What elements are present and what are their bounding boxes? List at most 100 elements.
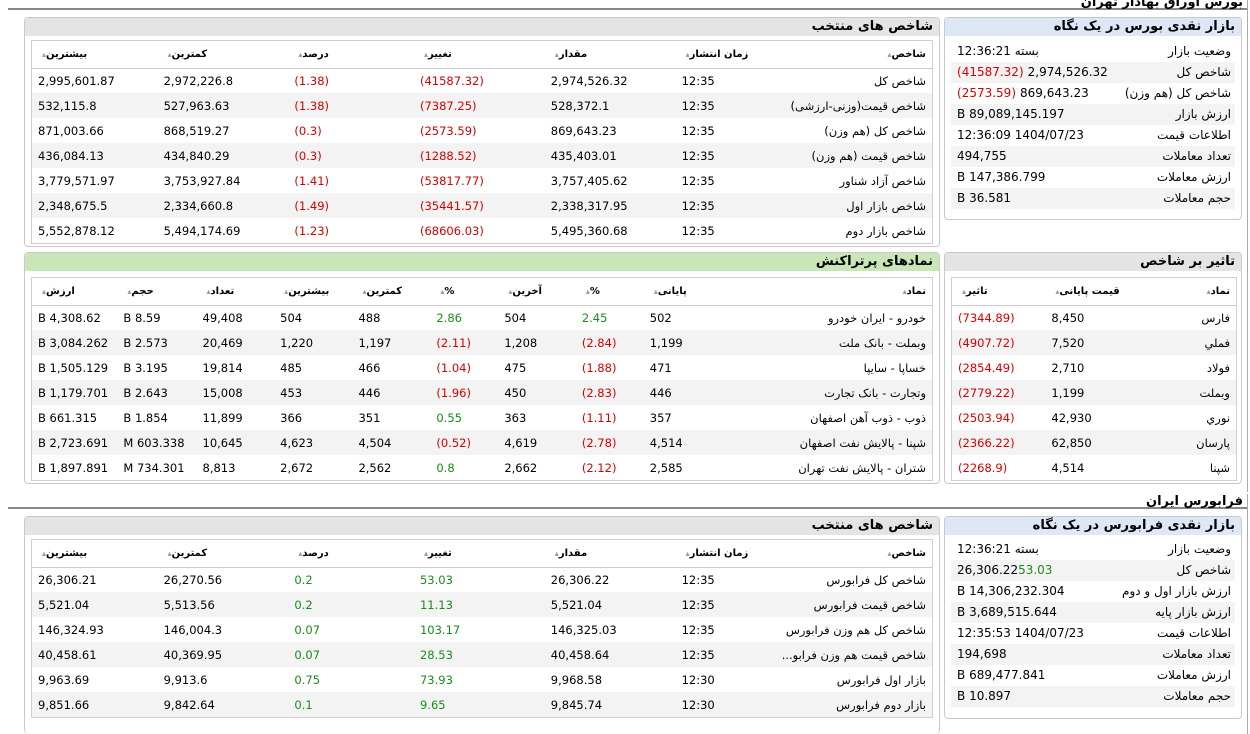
- cell-شاخص[interactable]: شاخص کل: [873, 73, 926, 88]
- symbol-row[interactable]: ذوب - ذوب آهن اصفهان 357 (1.11) 363 0.55 351 3…: [32, 405, 932, 430]
- symbol-row[interactable]: شتران - پالایش نفت تهران 2,585 (2.12) 2,662…: [32, 455, 932, 480]
- glance-label: وضعیت بازار: [1168, 44, 1231, 58]
- column-header-2[interactable]: %: [575, 278, 644, 306]
- cell-زمان-انتشار: 12:35: [675, 143, 765, 168]
- column-header-4[interactable]: درصد: [288, 540, 414, 568]
- column-header-2[interactable]: مقدار: [544, 41, 676, 69]
- cell-زمان-انتشار: 12:35: [675, 93, 765, 118]
- symbol-row[interactable]: وبملت - بانک ملت 1,199 (2.84) 1,208 (2.11) 1,…: [32, 330, 932, 355]
- impact-row[interactable]: نوري 42,930 (2503.94): [952, 405, 1236, 430]
- column-header-5[interactable]: کمترین: [157, 41, 289, 69]
- cell-نماد[interactable]: پارسان: [1140, 430, 1236, 455]
- cell-پایانی: 357: [649, 410, 672, 425]
- index-row[interactable]: شاخص کل هم وزن فرابورس 12:35 146,325.03 103…: [32, 617, 932, 642]
- column-header-8[interactable]: حجم: [117, 278, 197, 306]
- symbol-row[interactable]: شپنا - پالایش نفت اصفهان 4,514 (2.78) 4,619…: [32, 430, 932, 455]
- column-header-6[interactable]: بیشترین: [32, 540, 158, 568]
- column-header-6[interactable]: بیشترین: [32, 41, 158, 69]
- cell-آخرین: 1,208: [498, 330, 576, 355]
- column-header-3[interactable]: تغییر: [413, 41, 545, 69]
- cell-شاخص[interactable]: شاخص قیمت هم وزن فرابو...: [764, 642, 932, 667]
- cell-نماد[interactable]: وبملت - بانک ملت: [730, 330, 932, 355]
- column-header-1[interactable]: زمان انتشار: [675, 540, 765, 568]
- cell-شاخص[interactable]: شاخص کل هم وزن فرابورس: [785, 622, 926, 637]
- impact-row[interactable]: فولاد 2,710 (2854.49): [952, 355, 1236, 380]
- column-header-0[interactable]: نماد: [1140, 278, 1236, 306]
- cell-شاخص[interactable]: شاخص قیمت فرابورس: [764, 592, 932, 617]
- cell-نماد[interactable]: فملي: [1140, 330, 1236, 355]
- cell-نماد[interactable]: شپنا: [1209, 460, 1230, 475]
- cell-بیشترین: 871,003.66: [38, 123, 104, 138]
- index-row[interactable]: شاخص قیمت هم وزن فرابو... 12:35 40,458.64 2…: [32, 642, 932, 667]
- cell-شاخص[interactable]: بازار اول فرابورس: [836, 672, 926, 687]
- index-row[interactable]: شاخص بازار دوم 12:35 5,495,360.68 (68606.03…: [32, 218, 932, 243]
- index-row[interactable]: بازار اول فرابورس 12:30 9,968.58 73.93 0.75 9…: [32, 667, 932, 692]
- cell-نماد[interactable]: فولاد: [1206, 360, 1230, 375]
- column-header-2[interactable]: تاثیر: [952, 278, 1046, 306]
- column-header-6[interactable]: بیشترین: [274, 278, 353, 306]
- index-row[interactable]: شاخص بازار اول 12:35 2,338,317.95 (35441.57…: [32, 193, 932, 218]
- index-row[interactable]: بازار دوم فرابورس 12:30 9,845.74 9.65 0.1 9,8…: [32, 692, 932, 717]
- cell-نماد[interactable]: شتران - پالایش نفت تهران: [798, 460, 926, 475]
- cell-نماد[interactable]: شپنا - پالایش نفت اصفهان: [730, 430, 932, 455]
- cell-نماد[interactable]: ذوب - ذوب آهن اصفهان: [810, 410, 926, 425]
- cell-شاخص[interactable]: بازار دوم فرابورس: [764, 692, 932, 717]
- cell-شاخص[interactable]: شاخص کل (هم وزن): [824, 123, 926, 138]
- cell-نماد[interactable]: نوري: [1206, 410, 1230, 425]
- cell-شاخص[interactable]: شاخص آزاد شناور: [839, 173, 926, 188]
- index-row[interactable]: شاخص قیمت(وزنی-ارزشی) 12:35 528,372.1 (7387…: [32, 93, 932, 118]
- column-header-2[interactable]: مقدار: [544, 540, 676, 568]
- top-traded-title: نمادهای پرتراکنش: [25, 253, 939, 271]
- cell-%: (1.11): [581, 410, 617, 425]
- cell-کمترین: 26,270.56: [163, 572, 223, 587]
- cell-درصد: 0.07: [294, 622, 321, 637]
- cell-شاخص[interactable]: شاخص قیمت(وزنی-ارزشی): [764, 93, 932, 118]
- column-header-9[interactable]: ارزش: [32, 278, 118, 306]
- column-header-3[interactable]: تغییر: [413, 540, 545, 568]
- index-row[interactable]: شاخص کل فرابورس 12:35 26,306.22 53.03 0.2 26,…: [32, 567, 932, 592]
- column-header-4[interactable]: درصد: [288, 41, 414, 69]
- column-header-1[interactable]: قیمت پایانی: [1045, 278, 1141, 306]
- index-row[interactable]: شاخص قیمت (هم وزن) 12:35 435,403.01 (1288.5…: [32, 143, 932, 168]
- impact-row[interactable]: فملي 7,520 (4907.72): [952, 330, 1236, 355]
- cell-شاخص[interactable]: شاخص قیمت (هم وزن): [764, 143, 932, 168]
- tse-glance-title: بازار نقدی بورس در یک نگاه: [945, 18, 1241, 36]
- cell-تاثیر: (2366.22): [952, 430, 1046, 455]
- cell-آخرین: 363: [504, 410, 527, 425]
- symbol-row[interactable]: خودرو - ایران خودرو 502 2.45 504 2.86 488 504 4…: [32, 305, 932, 330]
- cell-نماد[interactable]: وتجارت - بانک تجارت: [730, 380, 932, 405]
- column-header-3[interactable]: آخرین: [498, 278, 576, 306]
- column-header-5[interactable]: کمترین: [352, 278, 431, 306]
- column-header-0[interactable]: نماد: [730, 278, 932, 306]
- cell-نماد[interactable]: فارس: [1201, 310, 1230, 325]
- index-row[interactable]: شاخص کل (هم وزن) 12:35 869,643.23 (2573.59)…: [32, 118, 932, 143]
- column-header-0[interactable]: شاخص: [764, 540, 932, 568]
- symbol-row[interactable]: خساپا - سایپا 471 (1.88) 475 (1.04) 466 485 19,…: [32, 355, 932, 380]
- column-header-1[interactable]: زمان انتشار: [675, 41, 765, 69]
- cell-%: (1.96): [430, 380, 499, 405]
- cell-نماد[interactable]: وبملت: [1140, 380, 1236, 405]
- cell-آخرین: 504: [504, 310, 527, 325]
- impact-row[interactable]: پارسان 62,850 (2366.22): [952, 430, 1236, 455]
- cell-زمان-انتشار: 12:35: [681, 173, 715, 188]
- cell-تغییر: (1288.52): [413, 143, 545, 168]
- index-row[interactable]: شاخص قیمت فرابورس 12:35 5,521.04 11.13 0.2 5,…: [32, 592, 932, 617]
- impact-row[interactable]: فارس 8,450 (7344.89): [952, 305, 1236, 330]
- cell-نماد[interactable]: خودرو - ایران خودرو: [827, 310, 926, 325]
- cell-شاخص[interactable]: شاخص بازار اول: [764, 193, 932, 218]
- impact-row[interactable]: شپنا 4,514 (2268.9): [952, 455, 1236, 480]
- cell-تاثیر: (2268.9): [958, 460, 1008, 475]
- column-header-1[interactable]: پایانی: [643, 278, 731, 306]
- glance-label: وضعیت بازار: [1168, 542, 1231, 556]
- column-header-0[interactable]: شاخص: [764, 41, 932, 69]
- cell-نماد[interactable]: خساپا - سایپا: [863, 360, 926, 375]
- cell-شاخص[interactable]: شاخص کل فرابورس: [826, 572, 926, 587]
- symbol-row[interactable]: وتجارت - بانک تجارت 446 (2.83) 450 (1.96) 446…: [32, 380, 932, 405]
- cell-شاخص[interactable]: شاخص بازار دوم: [845, 223, 926, 238]
- impact-row[interactable]: وبملت 1,199 (2779.22): [952, 380, 1236, 405]
- column-header-5[interactable]: کمترین: [157, 540, 289, 568]
- index-row[interactable]: شاخص کل 12:35 2,974,526.32 (41587.32) (1.38)…: [32, 68, 932, 93]
- column-header-4[interactable]: %: [430, 278, 499, 306]
- column-header-7[interactable]: تعداد: [196, 278, 275, 306]
- index-row[interactable]: شاخص آزاد شناور 12:35 3,757,405.62 (53817.7…: [32, 168, 932, 193]
